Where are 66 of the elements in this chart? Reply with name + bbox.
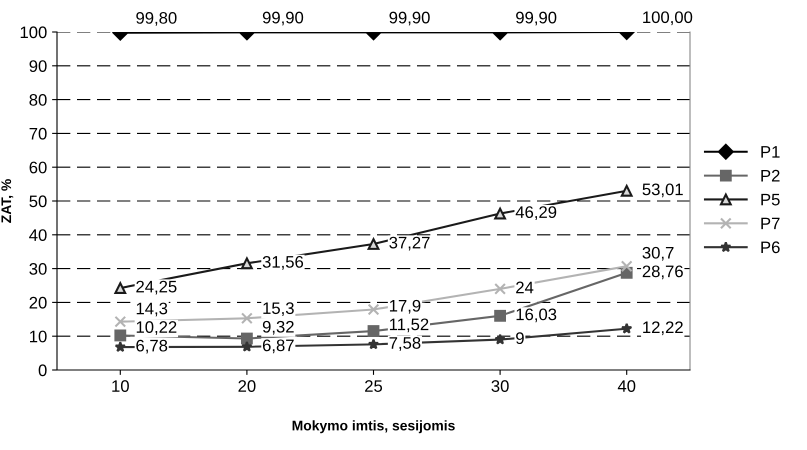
data-label: 6,78 [136, 340, 168, 354]
data-label: 24,25 [136, 280, 176, 294]
data-label: 53,01 [642, 184, 683, 198]
data-label: 7,58 [390, 337, 420, 351]
data-label: 9,32 [262, 320, 294, 335]
data-label: 99,90 [389, 12, 430, 26]
point [620, 260, 633, 272]
y-tick-label: 30 [29, 263, 47, 275]
y-tick-label: 90 [30, 60, 47, 72]
point [494, 334, 506, 345]
point [114, 316, 126, 328]
point [368, 338, 380, 350]
legend-label: P2 [761, 170, 780, 182]
y-tick-label: 40 [29, 229, 47, 242]
legend-label: P1 [761, 146, 780, 158]
data-label: 100,00 [643, 11, 692, 26]
y-tick-label: 10 [30, 330, 47, 342]
x-tick-label: 25 [365, 380, 382, 392]
point [240, 332, 253, 344]
data-label: 28,76 [642, 265, 683, 280]
point [368, 238, 380, 250]
data-label: 10,22 [136, 321, 176, 335]
data-label: 99,90 [262, 12, 304, 26]
data-label: 99,90 [516, 12, 556, 26]
data-label: 15,3 [263, 302, 294, 316]
point [240, 257, 253, 270]
point [240, 312, 253, 324]
data-label: 24 [516, 282, 534, 294]
point [494, 310, 506, 322]
data-label: 14,3 [136, 302, 168, 316]
legend-label: P6 [761, 241, 780, 254]
data-label: 30,7 [642, 246, 674, 261]
x-tick-label: 40 [618, 380, 636, 392]
data-label: 37,27 [389, 236, 430, 250]
data-label: 9 [516, 332, 524, 344]
data-label: 6,87 [262, 339, 294, 354]
point [114, 330, 126, 342]
point [241, 340, 253, 352]
y-tick-label: 50 [29, 195, 47, 208]
x-tick-label: 30 [491, 380, 509, 392]
y-tick-label: 60 [30, 162, 47, 174]
x-axis-title: Mokymo imtis, sesijomis [292, 420, 455, 434]
data-label: 46,29 [516, 206, 556, 220]
point [114, 341, 126, 352]
data-label: 99,80 [136, 12, 177, 26]
y-tick-label: 100 [20, 26, 47, 38]
point [368, 304, 380, 316]
data-label: 17,9 [390, 300, 420, 314]
y-tick-label: 80 [29, 94, 47, 106]
data-label: 31,56 [262, 256, 304, 270]
data-label: 16,03 [516, 308, 556, 322]
data-label: 12,22 [643, 321, 683, 336]
point [494, 282, 506, 295]
point [494, 208, 506, 220]
point [114, 282, 126, 294]
y-tick-label: 20 [30, 296, 47, 309]
point [368, 325, 380, 337]
y-tick-label: 70 [30, 128, 47, 140]
y-tick-label: 0 [38, 364, 47, 376]
x-tick-label: 20 [238, 380, 256, 392]
x-tick-label: 10 [112, 380, 129, 392]
point [621, 322, 632, 334]
data-label: 11,52 [390, 318, 428, 332]
legend-label: P7 [761, 218, 780, 230]
legend-label: P5 [761, 194, 780, 206]
y-axis-title: ZAT, % [1, 179, 14, 223]
